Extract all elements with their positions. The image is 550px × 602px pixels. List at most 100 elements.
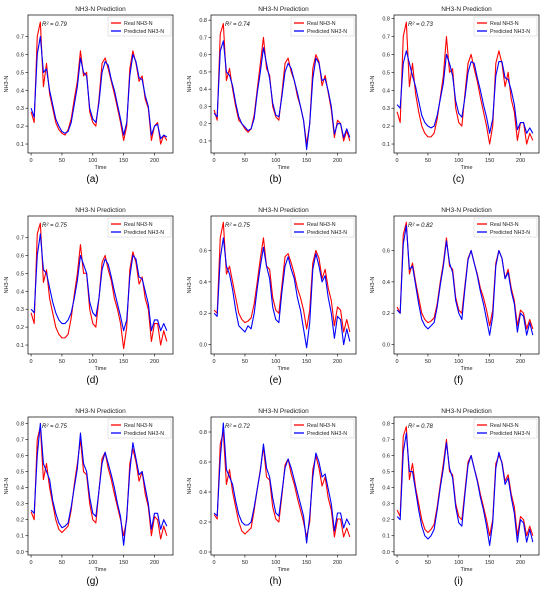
y-tick-label: 0.4 — [382, 486, 390, 492]
real-series-line — [396, 426, 534, 537]
y-tick-label: 0.5 — [16, 271, 24, 277]
r-squared-annotation: R² = 0.73 — [408, 22, 434, 28]
y-axis-label: NH3-N — [4, 478, 10, 495]
y-tick-label: 0.0 — [382, 343, 390, 349]
legend-box — [107, 16, 172, 37]
x-axis-label: Time — [460, 567, 472, 573]
legend-real-label: Real NH3-N — [307, 21, 336, 27]
legend-real-label: Real NH3-N — [124, 21, 153, 27]
x-axis-label: Time — [460, 165, 472, 171]
x-tick-label: 100 — [88, 359, 97, 365]
y-tick-label: 0.2 — [16, 518, 24, 524]
y-tick-label: 0.3 — [382, 502, 390, 508]
y-tick-label: 0.2 — [382, 311, 390, 317]
y-tick-label: 0.4 — [16, 486, 24, 492]
y-tick-label: 0.8 — [16, 421, 24, 427]
legend-predicted-label: Predicted NH3-N — [307, 29, 347, 35]
predicted-series-line — [213, 40, 351, 151]
x-tick-label: 200 — [150, 158, 159, 164]
chart-title: NH3-N Prediction — [441, 6, 492, 13]
x-axis-label: Time — [277, 567, 289, 573]
predicted-series-line — [30, 35, 168, 140]
predicted-series-line — [213, 237, 351, 349]
x-tick-label: 0 — [30, 560, 33, 566]
y-tick-label: 0.2 — [16, 325, 24, 331]
series-lines — [30, 21, 168, 145]
r-squared-annotation: R² = 0.75 — [42, 424, 68, 430]
r-squared-annotation: R² = 0.75 — [42, 223, 68, 229]
predicted-series-line — [396, 50, 534, 134]
plot-frame — [393, 14, 540, 154]
y-tick-label: 0.2 — [199, 311, 207, 317]
x-tick-label: 50 — [242, 560, 248, 566]
y-tick-label: 0.0 — [199, 550, 207, 556]
y-tick-label: 0.6 — [199, 53, 207, 59]
y-tick-label: 0.3 — [382, 106, 390, 112]
plot-frame — [393, 416, 540, 556]
y-tick-label: 0.0 — [16, 550, 24, 556]
x-tick-label: 200 — [333, 560, 342, 566]
series-lines — [396, 426, 534, 546]
legend-box — [473, 418, 538, 439]
x-tick-label: 0 — [30, 359, 33, 365]
y-tick-label: 0.3 — [199, 104, 207, 110]
predicted-series-line — [30, 422, 168, 546]
r-squared-annotation: R² = 0.82 — [408, 223, 434, 229]
real-series-line — [213, 23, 351, 145]
y-tick-label: 0.1 — [16, 534, 24, 540]
legend-real-label: Real NH3-N — [490, 222, 519, 228]
x-tick-label: 50 — [425, 560, 431, 566]
x-tick-label: 150 — [119, 560, 128, 566]
x-tick-label: 150 — [485, 158, 494, 164]
series-lines — [30, 222, 168, 350]
y-tick-label: 0.6 — [16, 454, 24, 460]
series-lines — [396, 21, 534, 145]
y-tick-label: 0.1 — [199, 139, 207, 145]
x-tick-label: 0 — [213, 158, 216, 164]
series-lines — [213, 221, 351, 349]
r-squared-annotation: R² = 0.78 — [408, 424, 434, 430]
y-tick-label: 0.2 — [199, 122, 207, 128]
y-tick-label: 0.4 — [382, 88, 390, 94]
x-axis-label: Time — [94, 165, 106, 171]
y-tick-label: 0.7 — [16, 35, 24, 41]
x-tick-label: 0 — [396, 359, 399, 365]
chart-panel-1: NH3-N Prediction 0 50 100 150 200 0.1 0.2 0.3 0.4… — [187, 6, 357, 185]
chart-title: NH3-N Prediction — [258, 408, 309, 415]
y-axis-label: NH3-N — [370, 76, 376, 93]
y-axis-label: NH3-N — [370, 277, 376, 294]
chart-panel-0: NH3-N Prediction 0 50 100 150 200 0.1 0.2 0.3 0.4… — [4, 6, 174, 185]
y-tick-label: 0.5 — [382, 70, 390, 76]
series-lines — [30, 422, 168, 546]
legend-box — [473, 16, 538, 37]
y-tick-label: 0.5 — [16, 70, 24, 76]
y-tick-label: 0.2 — [382, 518, 390, 524]
x-tick-label: 200 — [516, 560, 525, 566]
y-tick-label: 0.1 — [16, 343, 24, 349]
y-tick-label: 0.1 — [16, 142, 24, 148]
y-tick-label: 0.6 — [382, 454, 390, 460]
plot-frame — [27, 416, 174, 556]
y-tick-label: 0.7 — [16, 437, 24, 443]
legend-real-label: Real NH3-N — [307, 222, 336, 228]
y-axis-label: NH3-N — [4, 76, 10, 93]
x-tick-label: 0 — [396, 158, 399, 164]
chart-title: NH3-N Prediction — [258, 6, 309, 13]
y-tick-label: 0.6 — [199, 460, 207, 466]
x-tick-label: 50 — [242, 359, 248, 365]
y-tick-label: 0.5 — [199, 70, 207, 76]
panel-label: (i) — [454, 576, 463, 587]
y-axis-label: NH3-N — [187, 76, 193, 93]
predicted-series-line — [213, 422, 351, 544]
y-tick-label: 0.5 — [382, 470, 390, 476]
legend-real-label: Real NH3-N — [124, 423, 153, 429]
x-tick-label: 50 — [425, 158, 431, 164]
x-tick-label: 200 — [516, 158, 525, 164]
r-squared-annotation: R² = 0.79 — [42, 22, 68, 28]
y-tick-label: 0.8 — [199, 430, 207, 436]
x-tick-label: 150 — [302, 158, 311, 164]
legend-predicted-label: Predicted NH3-N — [307, 431, 347, 437]
chart-title: NH3-N Prediction — [441, 408, 492, 415]
y-tick-label: 0.6 — [199, 249, 207, 255]
y-tick-label: 0.8 — [382, 421, 390, 427]
